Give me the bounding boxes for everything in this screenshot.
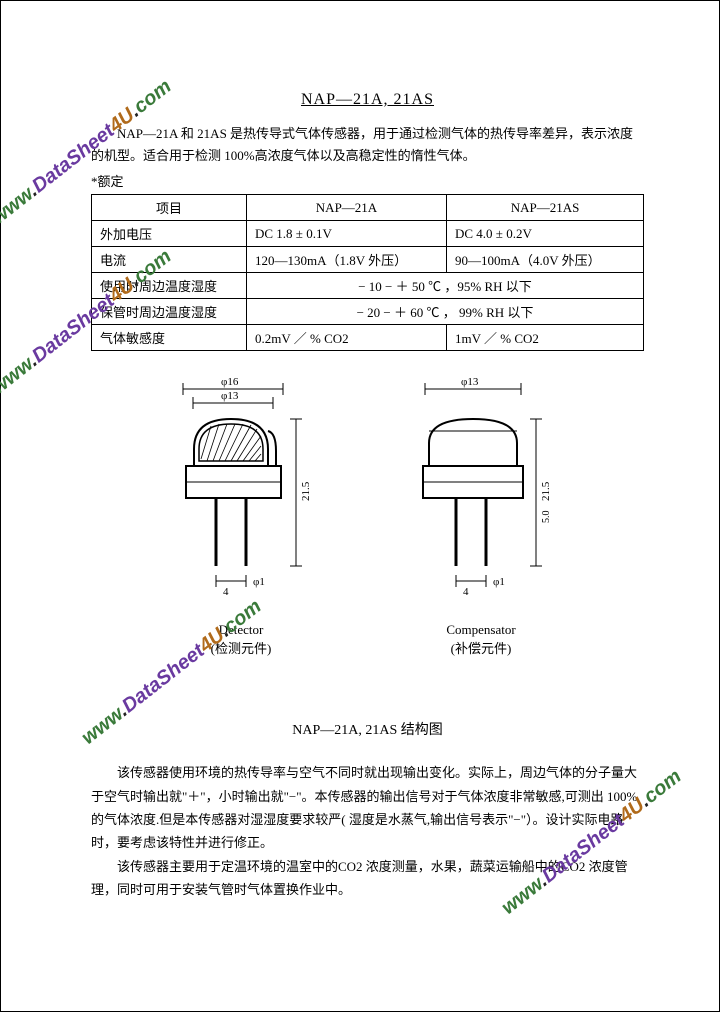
paragraph-2: 该传感器主要用于定温环境的温室中的CO2 浓度测量，水果，蔬菜运输船中的CO2 … [91, 855, 644, 902]
cell: 电流 [92, 247, 247, 273]
cell: 1mV ／ % CO2 [447, 325, 644, 351]
paragraph-1: 该传感器使用环境的热传导率与空气不同时就出现输出变化。实际上，周边气体的分子量大… [91, 761, 644, 855]
cell: 0.2mV ／ % CO2 [247, 325, 447, 351]
svg-text:5.0: 5.0 [541, 511, 552, 524]
svg-text:4: 4 [223, 586, 229, 598]
table-row: 保管时周边温度湿度 − 20 − ＋ 60 ℃ ， 99% RH 以下 [92, 299, 644, 325]
cell-merged: − 10 − ＋ 50 ℃ ，95% RH 以下 [247, 273, 644, 299]
table-row: 电流 120—130mA（1.8V 外压） 90—100mA（4.0V 外压） [92, 247, 644, 273]
svg-text:φ1: φ1 [253, 576, 265, 588]
cell: 外加电压 [92, 221, 247, 247]
cell: DC 1.8 ± 0.1V [247, 221, 447, 247]
detector-diagram: φ16 φ13 [161, 371, 321, 657]
table-row: 使用时周边温度湿度 − 10 − ＋ 50 ℃ ，95% RH 以下 [92, 273, 644, 299]
svg-text:φ1: φ1 [493, 576, 505, 588]
compensator-svg: φ13 21.5 5.0 [401, 371, 561, 616]
cell: DC 4.0 ± 0.2V [447, 221, 644, 247]
svg-text:21.5: 21.5 [540, 481, 552, 501]
th-21as: NAP—21AS [447, 195, 644, 221]
compensator-sublabel: (补偿元件) [401, 638, 561, 657]
svg-text:φ16: φ16 [221, 376, 239, 388]
table-row: 外加电压 DC 1.8 ± 0.1V DC 4.0 ± 0.2V [92, 221, 644, 247]
th-item: 项目 [92, 195, 247, 221]
svg-text:21.5: 21.5 [300, 481, 312, 501]
table-header: 项目 NAP—21A NAP—21AS [92, 195, 644, 221]
diagram-area: φ16 φ13 [91, 371, 644, 701]
table-row: 气体敏感度 0.2mV ／ % CO2 1mV ／ % CO2 [92, 325, 644, 351]
cell: 90—100mA（4.0V 外压） [447, 247, 644, 273]
spec-table: 项目 NAP—21A NAP—21AS 外加电压 DC 1.8 ± 0.1V D… [91, 194, 644, 351]
detector-svg: φ16 φ13 [161, 371, 321, 616]
th-21a: NAP—21A [247, 195, 447, 221]
cell-merged: − 20 − ＋ 60 ℃ ， 99% RH 以下 [247, 299, 644, 325]
cell: 保管时周边温度湿度 [92, 299, 247, 325]
detector-sublabel: (检测元件) [161, 638, 321, 657]
cell: 120—130mA（1.8V 外压） [247, 247, 447, 273]
compensator-diagram: φ13 21.5 5.0 [401, 371, 561, 657]
page-title: NAP—21A, 21AS [91, 91, 644, 109]
svg-text:4: 4 [463, 586, 469, 598]
compensator-label: Compensator [401, 622, 561, 638]
intro-text: NAP—21A 和 21AS 是热传导式气体传感器，用于通过检测气体的热传导率差… [91, 123, 644, 167]
structure-title: NAP—21A, 21AS 结构图 [91, 719, 644, 739]
cell: 气体敏感度 [92, 325, 247, 351]
rating-label: *额定 [91, 171, 644, 190]
cell: 使用时周边温度湿度 [92, 273, 247, 299]
svg-text:φ13: φ13 [461, 376, 479, 388]
svg-text:φ13: φ13 [221, 390, 239, 402]
detector-label: Detector [161, 622, 321, 638]
